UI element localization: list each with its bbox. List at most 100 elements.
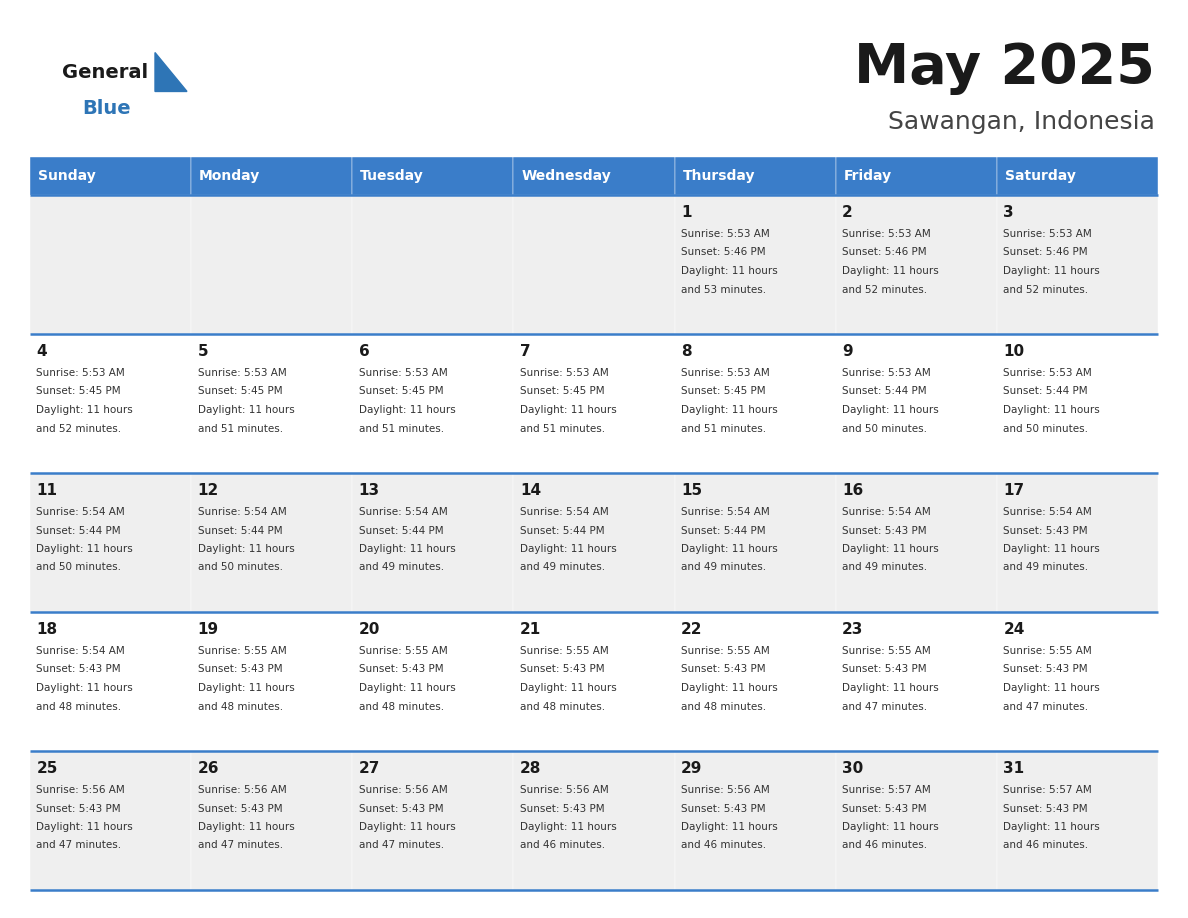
Text: and 53 minutes.: and 53 minutes.	[681, 285, 766, 295]
Text: Sunset: 5:44 PM: Sunset: 5:44 PM	[197, 525, 283, 535]
Text: Sunrise: 5:56 AM: Sunrise: 5:56 AM	[197, 785, 286, 795]
Text: 13: 13	[359, 483, 380, 498]
Text: 19: 19	[197, 622, 219, 637]
Text: Sunset: 5:44 PM: Sunset: 5:44 PM	[842, 386, 927, 397]
Text: Daylight: 11 hours: Daylight: 11 hours	[681, 266, 778, 276]
Bar	[353, 334, 513, 473]
Text: Sunrise: 5:54 AM: Sunrise: 5:54 AM	[197, 507, 286, 517]
Text: Daylight: 11 hours: Daylight: 11 hours	[359, 405, 455, 415]
Text: Sunrise: 5:53 AM: Sunrise: 5:53 AM	[37, 368, 125, 378]
Text: Wednesday: Wednesday	[522, 169, 612, 183]
Bar	[675, 473, 835, 612]
Text: Daylight: 11 hours: Daylight: 11 hours	[842, 544, 939, 554]
Text: 7: 7	[520, 344, 531, 359]
Text: Daylight: 11 hours: Daylight: 11 hours	[681, 683, 778, 693]
Text: Sunset: 5:44 PM: Sunset: 5:44 PM	[520, 525, 605, 535]
Bar	[191, 157, 353, 195]
Text: Daylight: 11 hours: Daylight: 11 hours	[1004, 405, 1100, 415]
Text: Daylight: 11 hours: Daylight: 11 hours	[842, 822, 939, 832]
Text: 1: 1	[681, 205, 691, 220]
Bar	[513, 751, 675, 890]
Text: and 48 minutes.: and 48 minutes.	[197, 701, 283, 711]
Text: Sunrise: 5:55 AM: Sunrise: 5:55 AM	[1004, 646, 1092, 656]
Text: and 51 minutes.: and 51 minutes.	[359, 423, 444, 433]
Text: Sunrise: 5:53 AM: Sunrise: 5:53 AM	[842, 229, 931, 239]
Text: Sunset: 5:46 PM: Sunset: 5:46 PM	[1004, 248, 1088, 258]
Text: Daylight: 11 hours: Daylight: 11 hours	[842, 683, 939, 693]
Text: Sunrise: 5:54 AM: Sunrise: 5:54 AM	[520, 507, 608, 517]
Text: Tuesday: Tuesday	[360, 169, 424, 183]
Text: Daylight: 11 hours: Daylight: 11 hours	[842, 405, 939, 415]
Text: and 52 minutes.: and 52 minutes.	[842, 285, 928, 295]
Text: Sunrise: 5:54 AM: Sunrise: 5:54 AM	[1004, 507, 1092, 517]
Text: Daylight: 11 hours: Daylight: 11 hours	[1004, 683, 1100, 693]
Text: 6: 6	[359, 344, 369, 359]
Text: Sunset: 5:43 PM: Sunset: 5:43 PM	[359, 803, 443, 813]
Text: and 47 minutes.: and 47 minutes.	[37, 841, 121, 850]
Bar	[30, 195, 191, 334]
Text: Daylight: 11 hours: Daylight: 11 hours	[1004, 266, 1100, 276]
Text: and 48 minutes.: and 48 minutes.	[520, 701, 605, 711]
Text: Sunrise: 5:53 AM: Sunrise: 5:53 AM	[842, 368, 931, 378]
Polygon shape	[154, 52, 187, 92]
Text: and 50 minutes.: and 50 minutes.	[1004, 423, 1088, 433]
Text: Sunset: 5:43 PM: Sunset: 5:43 PM	[197, 665, 283, 675]
Text: Daylight: 11 hours: Daylight: 11 hours	[37, 822, 133, 832]
Text: and 46 minutes.: and 46 minutes.	[681, 841, 766, 850]
Bar	[997, 334, 1158, 473]
Bar	[835, 157, 997, 195]
Text: Sunrise: 5:57 AM: Sunrise: 5:57 AM	[1004, 785, 1092, 795]
Text: Sunset: 5:45 PM: Sunset: 5:45 PM	[520, 386, 605, 397]
Text: 5: 5	[197, 344, 208, 359]
Text: 4: 4	[37, 344, 48, 359]
Bar	[513, 157, 675, 195]
Text: Sunrise: 5:53 AM: Sunrise: 5:53 AM	[681, 368, 770, 378]
Bar	[191, 195, 353, 334]
Text: Daylight: 11 hours: Daylight: 11 hours	[1004, 544, 1100, 554]
Text: and 50 minutes.: and 50 minutes.	[37, 563, 121, 573]
Bar	[191, 612, 353, 751]
Bar	[675, 157, 835, 195]
Text: Sunset: 5:43 PM: Sunset: 5:43 PM	[1004, 665, 1088, 675]
Text: Sunset: 5:44 PM: Sunset: 5:44 PM	[1004, 386, 1088, 397]
Text: Daylight: 11 hours: Daylight: 11 hours	[681, 544, 778, 554]
Bar	[513, 473, 675, 612]
Bar	[191, 751, 353, 890]
Text: Sunset: 5:44 PM: Sunset: 5:44 PM	[681, 525, 765, 535]
Bar	[835, 473, 997, 612]
Text: and 46 minutes.: and 46 minutes.	[1004, 841, 1088, 850]
Bar	[353, 157, 513, 195]
Text: 3: 3	[1004, 205, 1013, 220]
Text: and 50 minutes.: and 50 minutes.	[197, 563, 283, 573]
Bar	[997, 612, 1158, 751]
Text: Blue: Blue	[82, 98, 131, 118]
Text: Sunset: 5:43 PM: Sunset: 5:43 PM	[681, 803, 765, 813]
Text: 23: 23	[842, 622, 864, 637]
Bar	[30, 157, 191, 195]
Bar	[835, 195, 997, 334]
Text: Sawangan, Indonesia: Sawangan, Indonesia	[889, 110, 1155, 134]
Text: 8: 8	[681, 344, 691, 359]
Text: Sunset: 5:43 PM: Sunset: 5:43 PM	[842, 803, 927, 813]
Text: Sunrise: 5:56 AM: Sunrise: 5:56 AM	[520, 785, 608, 795]
Bar	[353, 751, 513, 890]
Text: Sunday: Sunday	[38, 169, 96, 183]
Bar	[997, 751, 1158, 890]
Text: Sunset: 5:46 PM: Sunset: 5:46 PM	[681, 248, 765, 258]
Text: Daylight: 11 hours: Daylight: 11 hours	[37, 405, 133, 415]
Text: Sunset: 5:43 PM: Sunset: 5:43 PM	[520, 665, 605, 675]
Bar	[30, 751, 191, 890]
Text: and 48 minutes.: and 48 minutes.	[37, 701, 121, 711]
Text: Daylight: 11 hours: Daylight: 11 hours	[520, 822, 617, 832]
Bar	[30, 612, 191, 751]
Text: and 49 minutes.: and 49 minutes.	[842, 563, 928, 573]
Text: Monday: Monday	[200, 169, 260, 183]
Text: Friday: Friday	[843, 169, 892, 183]
Text: Sunset: 5:43 PM: Sunset: 5:43 PM	[37, 665, 121, 675]
Text: Sunrise: 5:55 AM: Sunrise: 5:55 AM	[197, 646, 286, 656]
Bar	[835, 612, 997, 751]
Text: Sunset: 5:45 PM: Sunset: 5:45 PM	[37, 386, 121, 397]
Bar	[835, 751, 997, 890]
Text: Daylight: 11 hours: Daylight: 11 hours	[681, 822, 778, 832]
Text: Daylight: 11 hours: Daylight: 11 hours	[359, 822, 455, 832]
